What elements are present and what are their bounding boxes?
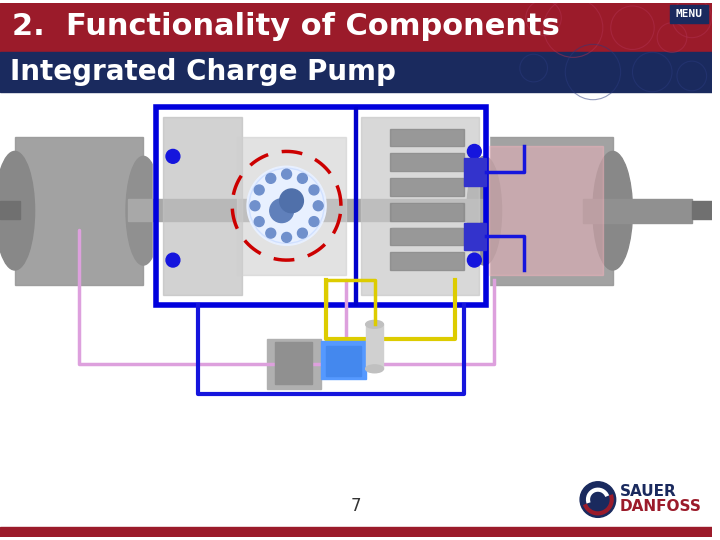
Circle shape [282, 169, 292, 179]
Bar [156, 107, 486, 305]
Text: 7: 7 [351, 497, 361, 515]
Circle shape [279, 189, 303, 213]
Bar [583, 199, 692, 222]
Circle shape [467, 253, 481, 267]
Ellipse shape [366, 320, 384, 328]
Bar [321, 341, 366, 379]
Bar [0, 527, 711, 537]
Bar [354, 107, 356, 305]
Circle shape [266, 173, 276, 183]
Bar [392, 179, 462, 195]
Circle shape [467, 145, 481, 158]
Bar [0, 52, 711, 92]
Bar [390, 178, 464, 196]
Bar [392, 204, 462, 220]
Ellipse shape [593, 151, 632, 270]
Circle shape [266, 228, 276, 238]
Bar [275, 342, 312, 383]
Bar [267, 339, 321, 389]
Circle shape [254, 217, 264, 226]
Bar [390, 153, 464, 171]
Bar [464, 222, 486, 250]
Circle shape [250, 201, 260, 211]
Bar [692, 201, 711, 219]
Text: MENU: MENU [675, 9, 702, 19]
Circle shape [297, 228, 307, 238]
Bar [670, 5, 708, 23]
Bar [390, 129, 464, 146]
Bar [392, 228, 462, 244]
Bar [390, 252, 464, 270]
Bar [0, 201, 19, 219]
Bar [390, 203, 464, 220]
Bar [392, 130, 462, 145]
Circle shape [313, 201, 323, 211]
Bar [392, 253, 462, 269]
Bar [366, 325, 384, 369]
Ellipse shape [126, 157, 161, 265]
Circle shape [580, 482, 616, 517]
Bar [361, 117, 480, 295]
Bar [163, 117, 242, 295]
Bar [392, 154, 462, 170]
Bar [0, 92, 711, 527]
Bar [153, 102, 489, 309]
Circle shape [254, 185, 264, 195]
Circle shape [297, 173, 307, 183]
Bar [390, 227, 464, 245]
Bar [128, 199, 485, 220]
Ellipse shape [366, 365, 384, 373]
Circle shape [309, 217, 319, 226]
Bar [326, 346, 361, 376]
Circle shape [247, 166, 326, 245]
Bar [489, 146, 603, 275]
Ellipse shape [0, 151, 35, 270]
Circle shape [166, 150, 180, 163]
Text: SAUER: SAUER [620, 484, 676, 499]
Circle shape [309, 185, 319, 195]
Text: 2.  Functionality of Components: 2. Functionality of Components [12, 12, 559, 41]
Circle shape [166, 253, 180, 267]
Bar [237, 137, 346, 275]
Bar [15, 137, 143, 285]
Text: Integrated Charge Pump: Integrated Charge Pump [10, 58, 396, 86]
Bar [0, 3, 711, 52]
Ellipse shape [467, 157, 502, 265]
Circle shape [282, 232, 292, 242]
Bar [485, 137, 613, 285]
Circle shape [270, 199, 294, 222]
Bar [464, 158, 486, 186]
Text: DANFOSS: DANFOSS [620, 499, 701, 514]
